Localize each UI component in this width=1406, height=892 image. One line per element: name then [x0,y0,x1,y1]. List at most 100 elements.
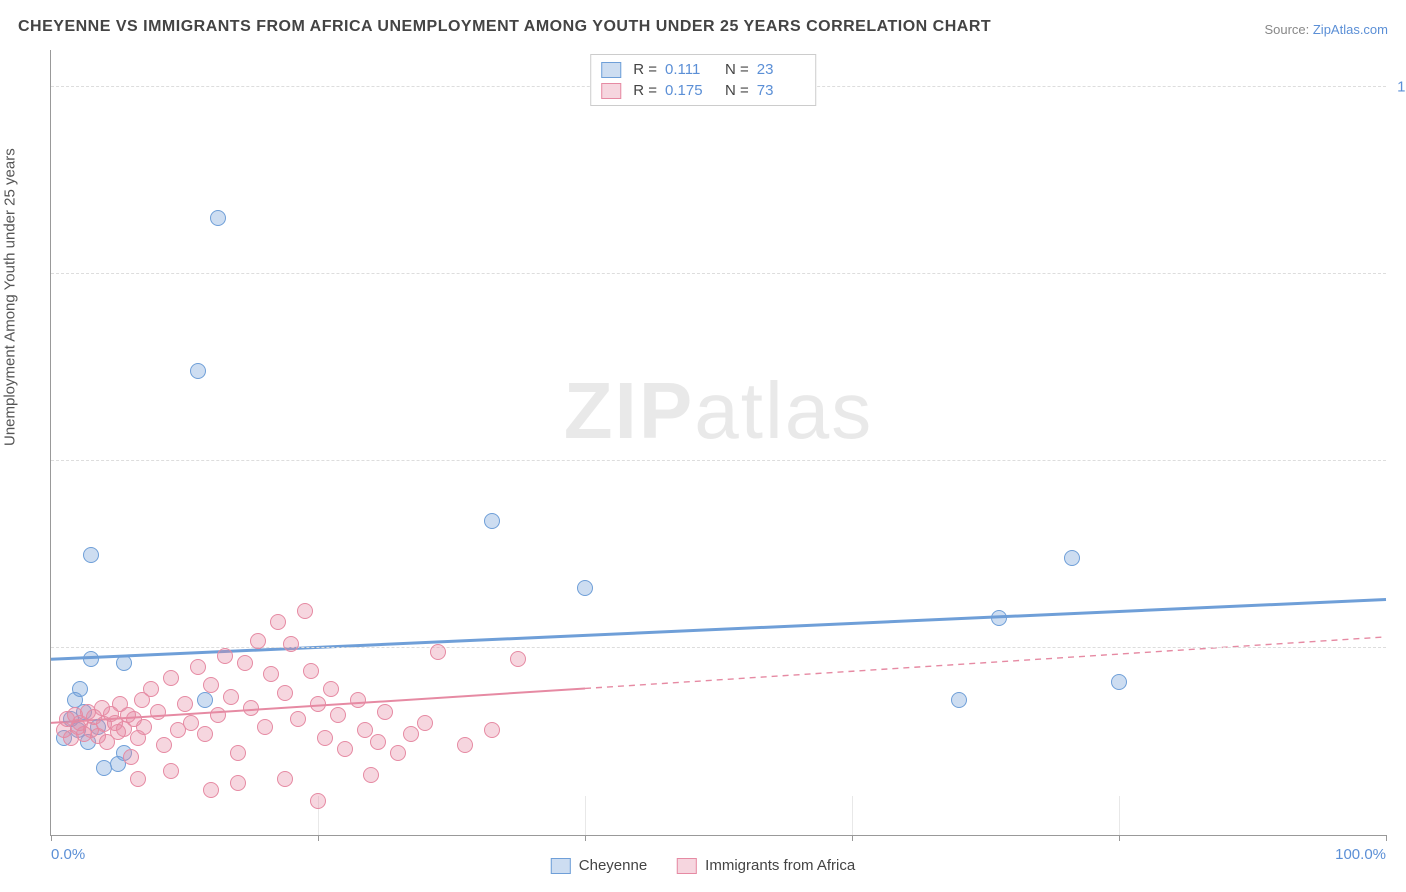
legend-item-cheyenne: Cheyenne [551,857,647,874]
n-value-cheyenne: 23 [757,61,805,78]
x-tick [318,835,319,841]
legend-swatch-cheyenne [551,858,571,874]
scatter-point-cheyenne [1111,674,1127,690]
scatter-point-africa [303,663,319,679]
scatter-point-africa [163,763,179,779]
legend-stats: R = 0.111 N = 23 R = 0.175 N = 73 [590,54,816,106]
scatter-point-africa [310,696,326,712]
gridline-h [51,460,1386,461]
x-tick-label: 100.0% [1335,846,1386,863]
scatter-point-africa [363,767,379,783]
n-label: N = [725,82,749,99]
gridline-h [51,647,1386,648]
scatter-point-cheyenne [190,363,206,379]
legend-label-cheyenne: Cheyenne [579,857,647,874]
legend-swatch-africa [677,858,697,874]
trendlines-layer [51,50,1386,835]
scatter-point-africa [350,692,366,708]
scatter-point-africa [183,715,199,731]
x-tick [1386,835,1387,841]
scatter-point-africa [163,670,179,686]
scatter-point-africa [203,677,219,693]
scatter-point-cheyenne [577,580,593,596]
legend-swatch-africa [601,83,621,99]
trendline-dashed-africa [585,637,1386,689]
legend-stats-row-africa: R = 0.175 N = 73 [601,80,805,101]
n-value-africa: 73 [757,82,805,99]
x-tick [585,835,586,841]
scatter-point-africa [136,719,152,735]
scatter-point-africa [217,648,233,664]
scatter-point-cheyenne [210,210,226,226]
scatter-point-cheyenne [951,692,967,708]
source-credit: Source: ZipAtlas.com [1264,22,1388,37]
scatter-point-africa [484,722,500,738]
scatter-point-africa [310,793,326,809]
scatter-point-africa [377,704,393,720]
gridline-v [585,796,586,835]
scatter-point-africa [150,704,166,720]
scatter-point-africa [197,726,213,742]
scatter-point-cheyenne [484,513,500,529]
legend-item-africa: Immigrants from Africa [677,857,855,874]
n-label: N = [725,61,749,78]
scatter-point-africa [156,737,172,753]
x-tick-label: 0.0% [51,846,85,863]
scatter-point-africa [337,741,353,757]
scatter-point-africa [430,644,446,660]
legend-label-africa: Immigrants from Africa [705,857,855,874]
scatter-point-africa [203,782,219,798]
scatter-point-africa [270,614,286,630]
x-tick [852,835,853,841]
scatter-point-africa [210,707,226,723]
scatter-point-africa [457,737,473,753]
scatter-point-cheyenne [1064,550,1080,566]
scatter-point-africa [143,681,159,697]
scatter-point-cheyenne [197,692,213,708]
gridline-v [1119,796,1120,835]
r-value-africa: 0.175 [665,82,713,99]
scatter-point-africa [357,722,373,738]
scatter-point-africa [130,771,146,787]
correlation-chart: CHEYENNE VS IMMIGRANTS FROM AFRICA UNEMP… [0,0,1406,892]
scatter-point-africa [250,633,266,649]
source-link[interactable]: ZipAtlas.com [1313,22,1388,37]
scatter-point-africa [277,771,293,787]
scatter-point-africa [177,696,193,712]
r-label: R = [633,61,657,78]
x-tick [51,835,52,841]
scatter-point-africa [230,745,246,761]
scatter-point-africa [243,700,259,716]
scatter-point-africa [323,681,339,697]
gridline-v [852,796,853,835]
scatter-point-africa [417,715,433,731]
scatter-point-africa [223,689,239,705]
chart-title: CHEYENNE VS IMMIGRANTS FROM AFRICA UNEMP… [18,18,991,36]
scatter-point-cheyenne [83,547,99,563]
y-tick-label: 100.0% [1397,79,1406,96]
scatter-point-africa [123,749,139,765]
scatter-point-africa [237,655,253,671]
scatter-point-cheyenne [991,610,1007,626]
scatter-point-africa [297,603,313,619]
x-tick [1119,835,1120,841]
plot-area: ZIPatlas 25.0%50.0%75.0%100.0%0.0%100.0% [50,50,1386,836]
legend-swatch-cheyenne [601,62,621,78]
scatter-point-africa [330,707,346,723]
scatter-point-africa [290,711,306,727]
scatter-point-africa [230,775,246,791]
y-axis-label: Unemployment Among Youth under 25 years [2,148,19,446]
scatter-point-africa [263,666,279,682]
trendline-cheyenne [51,600,1386,660]
scatter-point-africa [510,651,526,667]
scatter-point-africa [257,719,273,735]
scatter-point-africa [370,734,386,750]
source-prefix: Source: [1264,22,1312,37]
r-label: R = [633,82,657,99]
scatter-point-cheyenne [72,681,88,697]
scatter-point-africa [277,685,293,701]
scatter-point-africa [283,636,299,652]
legend-stats-row-cheyenne: R = 0.111 N = 23 [601,59,805,80]
gridline-h [51,273,1386,274]
r-value-cheyenne: 0.111 [665,61,713,78]
